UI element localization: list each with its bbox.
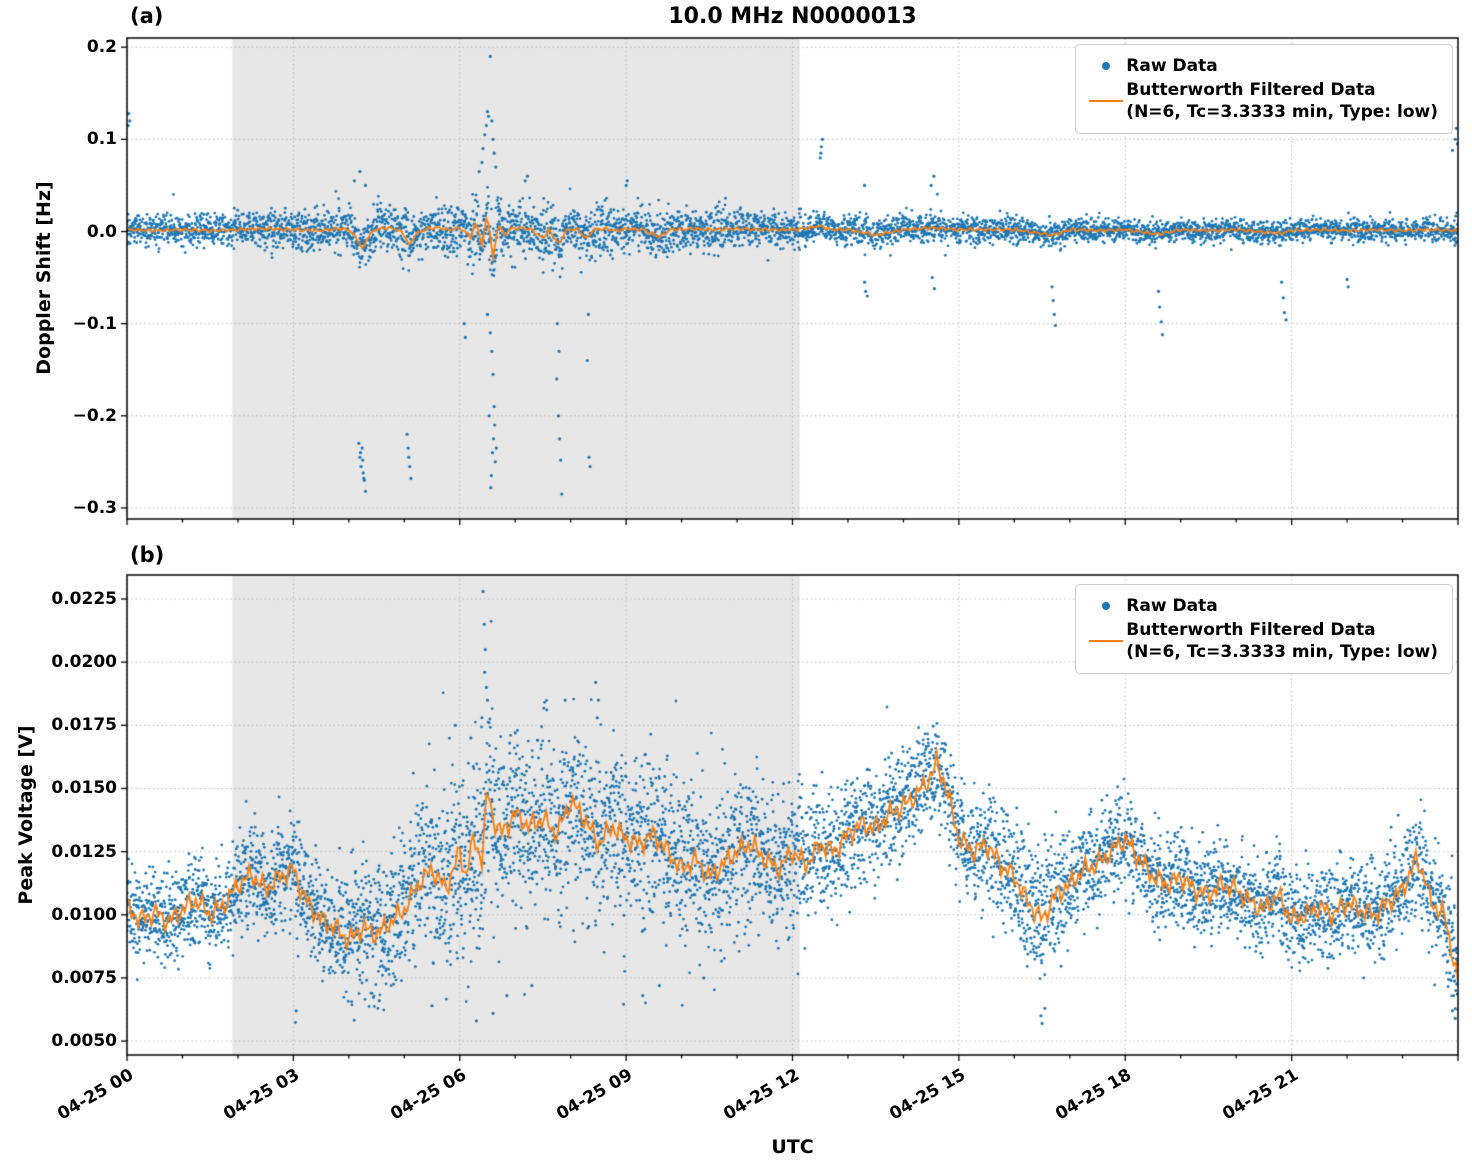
panel-a-ytick-label: 0.2 (86, 37, 117, 58)
legend-filtered-entry: Butterworth Filtered Data (N=6, Tc=3.333… (1086, 619, 1438, 663)
panel-b-legend: Raw Data Butterworth Filtered Data (N=6,… (1075, 584, 1453, 675)
panel-b-ytick-label: 0.0050 (51, 1031, 117, 1052)
panel-b-ytick-label: 0.0125 (51, 841, 117, 862)
panel-b-ytick-label: 0.0225 (51, 589, 117, 609)
raw-data-dot-icon (1086, 62, 1126, 71)
legend-raw-entry: Raw Data (1086, 55, 1438, 77)
raw-data-dot-icon (1086, 602, 1126, 611)
panel-b-ytick-label: 0.0075 (51, 967, 117, 988)
panel-a-label: (a) (130, 4, 164, 28)
panel-a-ytick-label: 0.0 (86, 221, 117, 242)
panel-a-legend: Raw Data Butterworth Filtered Data (N=6,… (1075, 44, 1453, 135)
filtered-data-label: Butterworth Filtered Data (N=6, Tc=3.333… (1126, 80, 1438, 123)
legend-filtered-entry: Butterworth Filtered Data (N=6, Tc=3.333… (1086, 79, 1438, 123)
panel-a-ytick-label: −0.3 (72, 497, 117, 518)
x-axis-label: UTC (771, 1136, 814, 1158)
legend-raw-entry: Raw Data (1086, 595, 1438, 617)
panel-b-ytick-label: 0.0175 (51, 715, 117, 736)
panel-b-y-axis-label: Peak Voltage [V] (15, 725, 37, 905)
panel-a-ytick-label: 0.1 (86, 129, 117, 150)
filtered-line-icon (1086, 640, 1126, 643)
panel-a-ytick-label: −0.2 (72, 405, 117, 426)
panel-b-ytick-label: 0.0100 (51, 904, 117, 925)
panel-b-ytick-label: 0.0150 (51, 778, 117, 799)
raw-data-label: Raw Data (1126, 56, 1218, 76)
panel-b-label: (b) (130, 543, 165, 567)
panel-a-y-axis-label: Doppler Shift [Hz] (33, 181, 55, 375)
filtered-line-icon (1086, 100, 1126, 103)
panel-a-ytick-label: −0.1 (72, 313, 117, 334)
filtered-data-label: Butterworth Filtered Data (N=6, Tc=3.333… (1126, 620, 1438, 663)
raw-data-label: Raw Data (1126, 596, 1218, 616)
panel-b-ytick-label: 0.0200 (51, 652, 117, 673)
chart-title: 10.0 MHz N0000013 (668, 4, 917, 29)
